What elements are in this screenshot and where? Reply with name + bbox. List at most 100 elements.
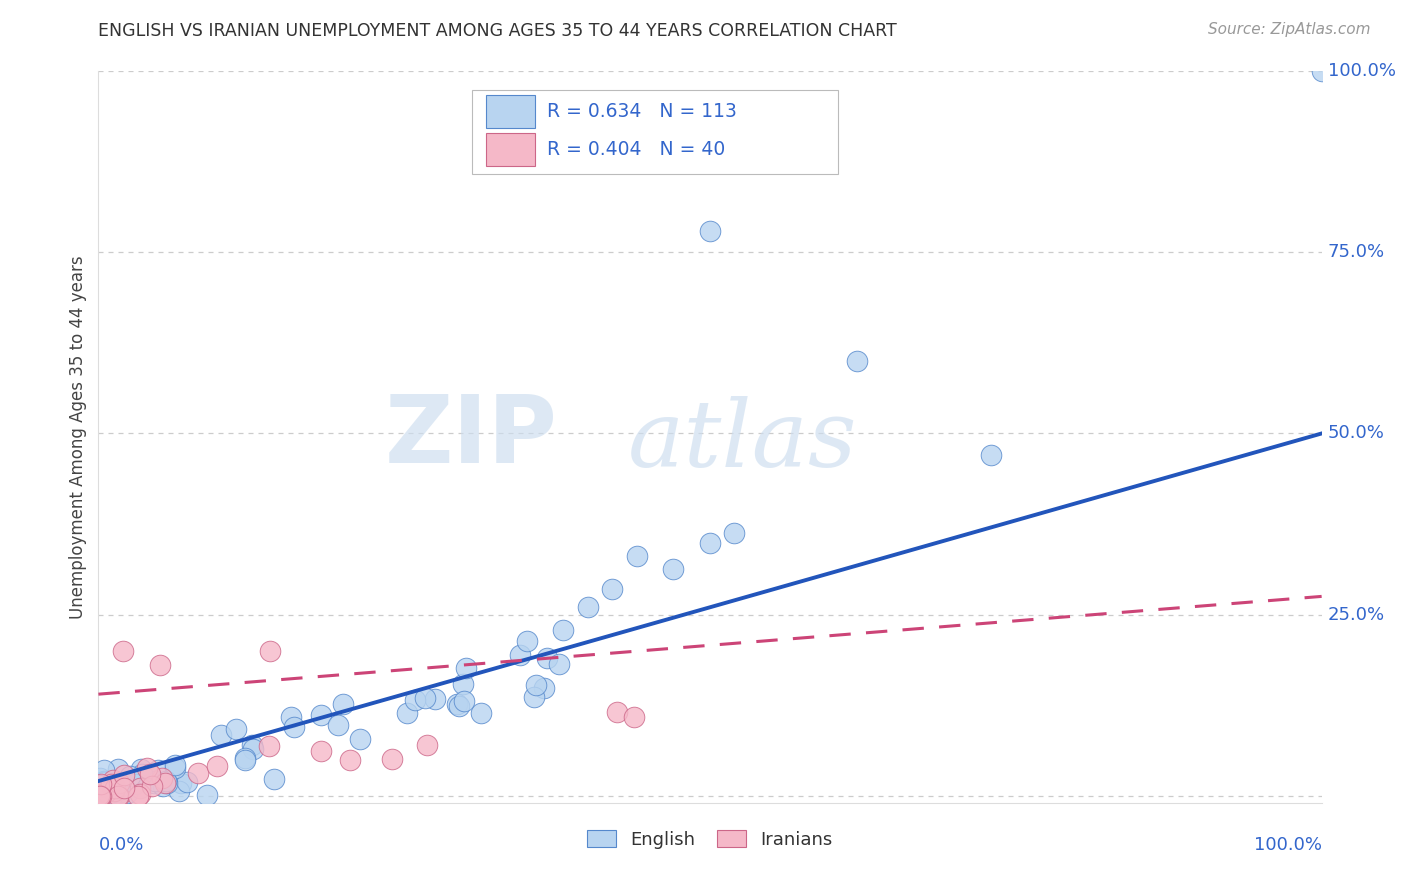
Point xyxy=(94,788,117,802)
Point xyxy=(89,783,111,797)
Text: 75.0%: 75.0% xyxy=(1327,244,1385,261)
Point xyxy=(89,787,111,801)
Point xyxy=(163,757,186,772)
Point xyxy=(100,789,122,803)
Point xyxy=(699,535,721,549)
Point xyxy=(524,678,547,692)
Point xyxy=(91,789,114,803)
Point xyxy=(240,738,263,752)
Point xyxy=(115,786,138,800)
Point xyxy=(90,789,112,803)
Point xyxy=(100,776,122,790)
Text: Source: ZipAtlas.com: Source: ZipAtlas.com xyxy=(1208,22,1371,37)
Point xyxy=(91,789,114,803)
Point xyxy=(1310,64,1333,78)
Point xyxy=(600,582,623,596)
Point xyxy=(536,650,558,665)
Point xyxy=(91,789,114,803)
Point xyxy=(349,732,371,747)
Point xyxy=(395,706,418,720)
Point xyxy=(87,781,110,796)
Point xyxy=(114,767,136,781)
Point xyxy=(623,710,645,724)
Point xyxy=(89,771,111,785)
Point xyxy=(283,720,305,734)
Point xyxy=(107,789,129,803)
Point xyxy=(107,789,129,803)
Point xyxy=(105,781,128,796)
Point xyxy=(509,648,531,663)
Point xyxy=(523,690,546,704)
Point xyxy=(127,789,149,803)
Point xyxy=(103,784,125,798)
Point xyxy=(263,772,285,786)
Point xyxy=(94,789,117,803)
Point xyxy=(167,784,190,798)
Point xyxy=(91,787,114,801)
Point xyxy=(87,789,110,803)
Point xyxy=(149,658,172,673)
Point xyxy=(131,767,153,781)
Point xyxy=(89,788,111,802)
Point xyxy=(104,782,127,797)
Point xyxy=(553,623,575,637)
Point xyxy=(416,738,439,752)
Point xyxy=(662,561,685,575)
Point xyxy=(87,789,110,803)
Point xyxy=(454,661,477,675)
Point xyxy=(150,772,173,786)
Point xyxy=(97,784,120,798)
Text: ENGLISH VS IRANIAN UNEMPLOYMENT AMONG AGES 35 TO 44 YEARS CORRELATION CHART: ENGLISH VS IRANIAN UNEMPLOYMENT AMONG AG… xyxy=(98,22,897,40)
Point xyxy=(170,776,193,790)
Point xyxy=(187,765,209,780)
Point xyxy=(453,694,475,708)
Point xyxy=(87,788,110,802)
Point xyxy=(470,706,492,720)
Point xyxy=(89,789,111,803)
Point xyxy=(94,780,117,794)
Point xyxy=(205,759,228,773)
Text: 100.0%: 100.0% xyxy=(1254,836,1322,854)
Y-axis label: Unemployment Among Ages 35 to 44 years: Unemployment Among Ages 35 to 44 years xyxy=(69,255,87,619)
FancyBboxPatch shape xyxy=(486,95,536,128)
Point xyxy=(156,776,179,790)
Point xyxy=(423,691,446,706)
Point xyxy=(124,777,146,791)
Point xyxy=(309,744,332,758)
Point xyxy=(606,705,628,719)
Point xyxy=(104,782,127,797)
Point xyxy=(626,549,648,563)
Point xyxy=(413,691,436,706)
Point xyxy=(146,763,169,777)
Point xyxy=(89,778,111,792)
Point xyxy=(152,779,174,793)
Point xyxy=(111,644,134,658)
Point xyxy=(94,784,117,798)
Text: atlas: atlas xyxy=(627,396,856,486)
Point xyxy=(97,789,120,803)
Point xyxy=(515,633,537,648)
FancyBboxPatch shape xyxy=(471,90,838,174)
Point xyxy=(112,780,135,795)
Point xyxy=(101,789,124,803)
Point xyxy=(165,761,187,775)
Point xyxy=(101,772,124,787)
Point xyxy=(104,787,127,801)
Legend: English, Iranians: English, Iranians xyxy=(581,822,839,856)
Point xyxy=(93,789,115,803)
Point xyxy=(107,762,129,776)
Point xyxy=(93,764,115,778)
Point xyxy=(87,786,110,800)
Point xyxy=(326,718,349,732)
Point xyxy=(93,774,115,789)
Point xyxy=(90,783,112,797)
Point xyxy=(280,710,302,724)
Point xyxy=(114,780,136,795)
Point xyxy=(209,728,232,742)
Point xyxy=(699,224,721,238)
Point xyxy=(107,786,129,800)
Point xyxy=(90,777,112,791)
Point xyxy=(139,767,162,781)
Point xyxy=(87,789,110,803)
Point xyxy=(93,774,115,789)
